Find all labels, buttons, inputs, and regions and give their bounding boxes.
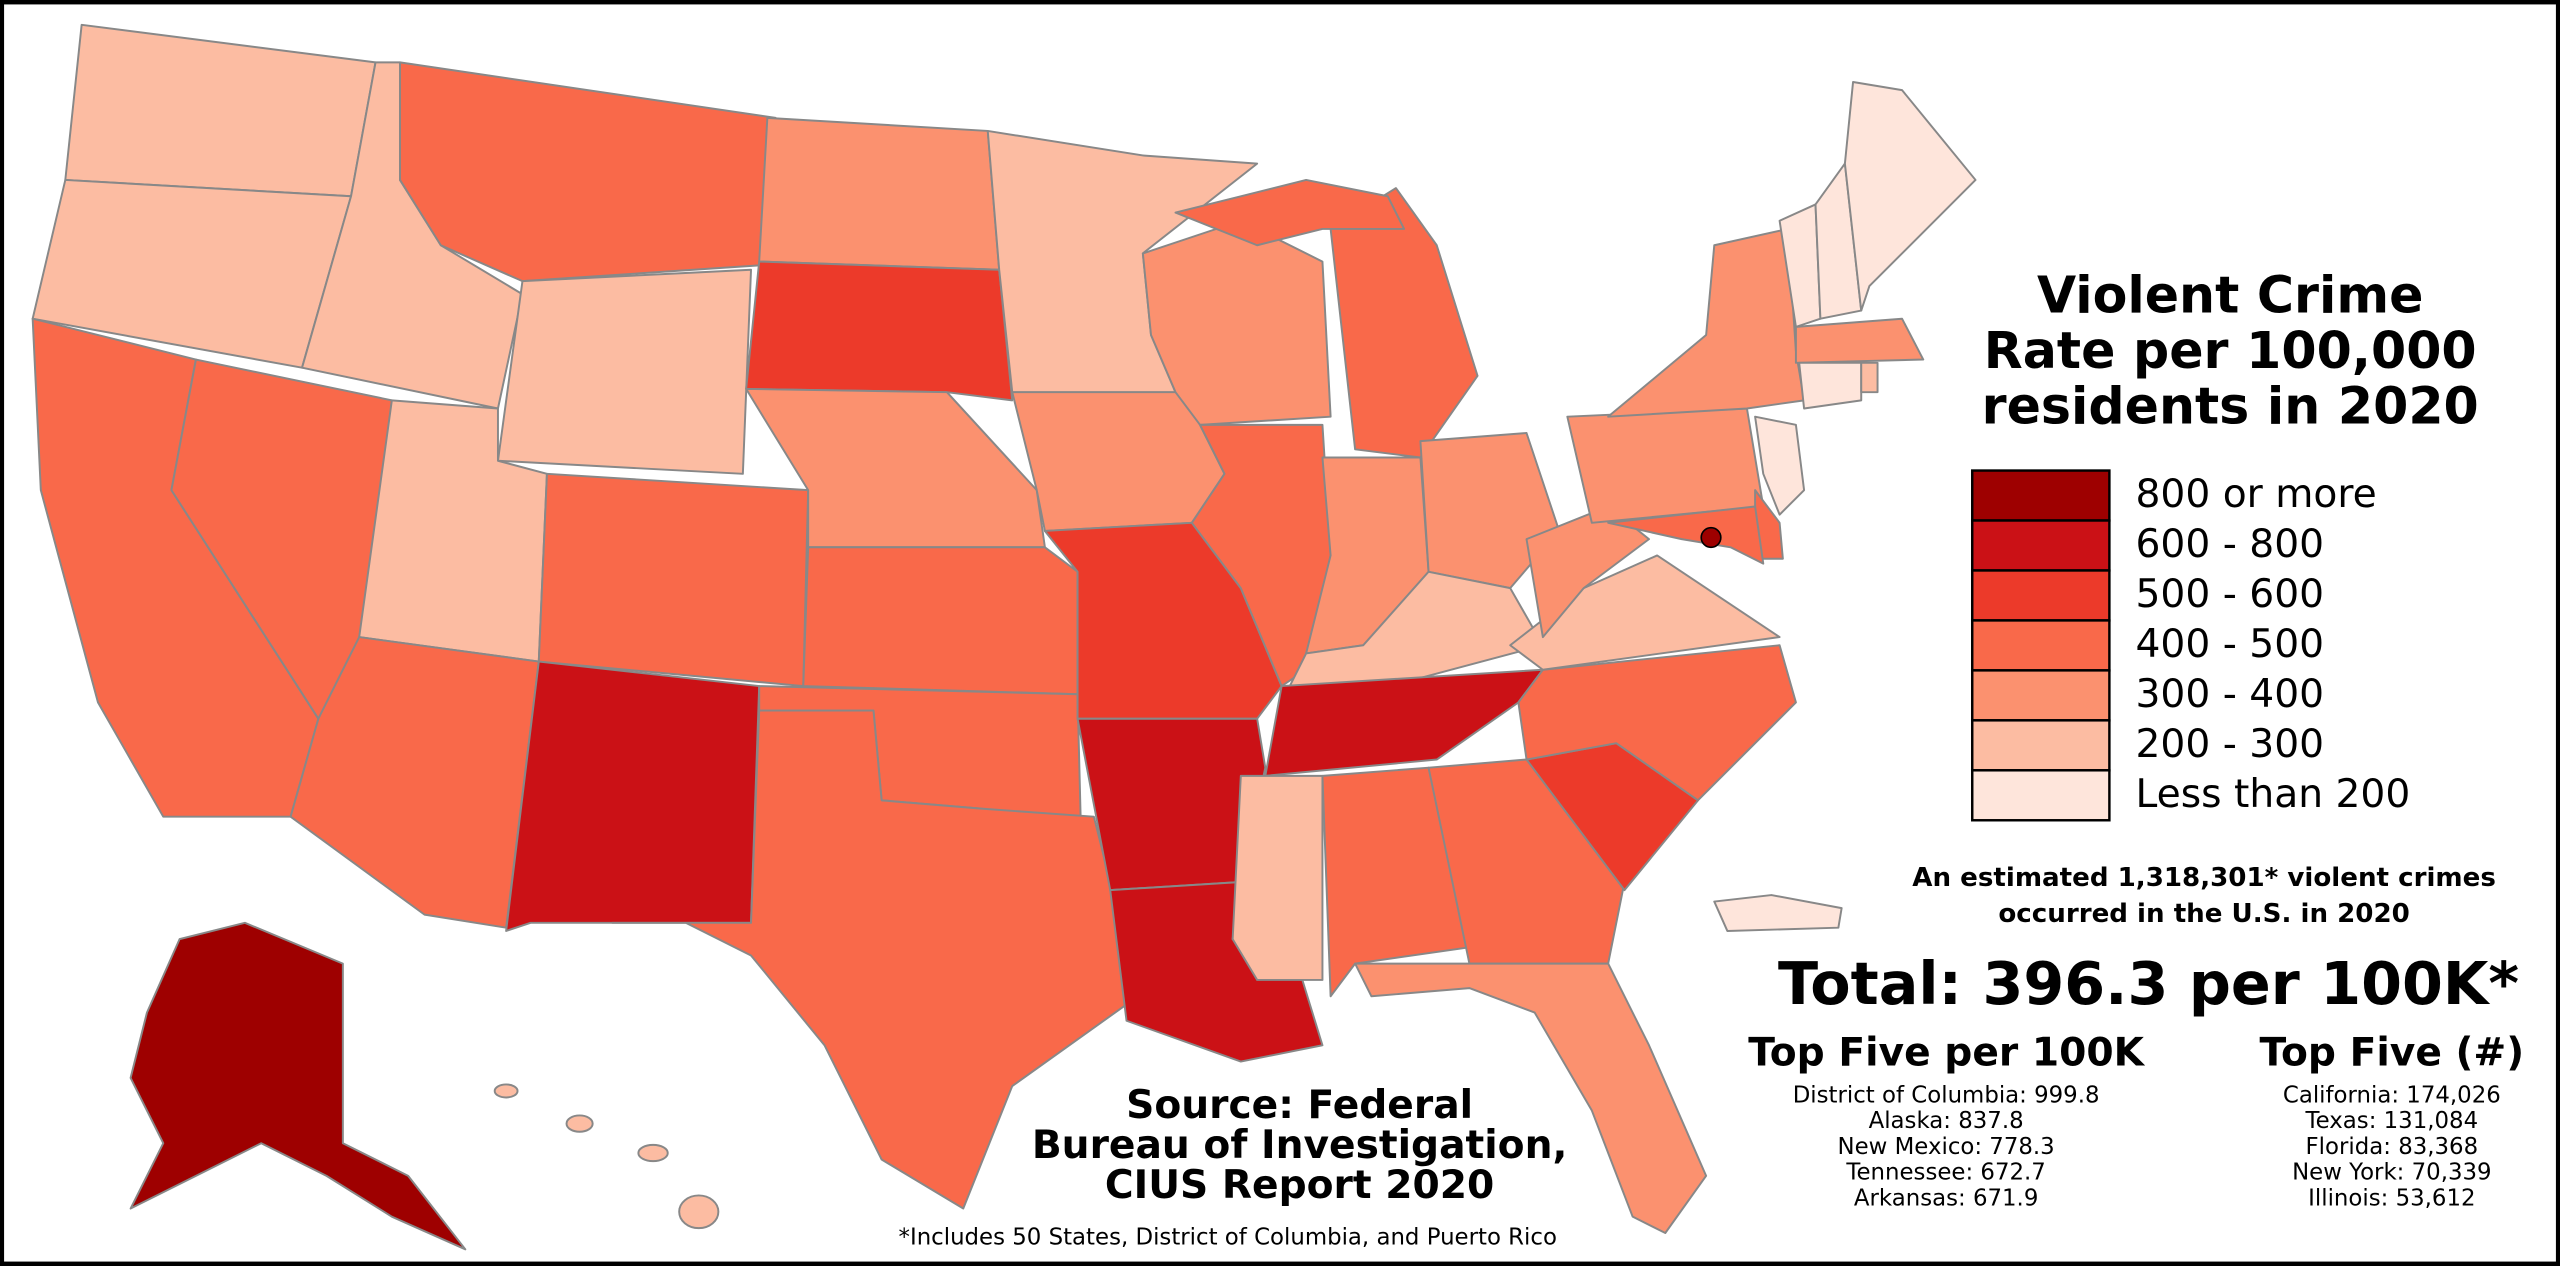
list-item: Florida: 83,368 [2306, 1134, 2479, 1160]
title: Rate per 100,000 [1984, 321, 2477, 380]
legend-label: 800 or more [2136, 472, 2377, 517]
legend-swatch [1971, 619, 2111, 672]
state [1321, 766, 1471, 998]
state [1843, 80, 1977, 312]
source: Source: Federal [1126, 1083, 1473, 1128]
legend-swatch [1971, 519, 2111, 572]
legend-label: 600 - 800 [2136, 522, 2325, 567]
state [129, 921, 467, 1251]
state [1329, 187, 1479, 459]
list-item: District of Columbia: 999.8 [1793, 1082, 2100, 1108]
state [758, 116, 1001, 271]
list-item: Illinois: 53,612 [2308, 1186, 2475, 1212]
state [802, 546, 1079, 696]
list-item: Texas: 131,084 [2305, 1108, 2479, 1134]
list-item: California: 174,026 [2283, 1082, 2501, 1108]
state [1517, 644, 1797, 802]
source: Bureau of Investigation, [1032, 1123, 1568, 1168]
state [678, 1194, 720, 1230]
list-item: Arkansas: 671.9 [1854, 1186, 2038, 1212]
note: occurred in the U.S. in 2020 [1998, 899, 2409, 929]
legend-swatch [1971, 769, 2111, 822]
legend-swatch [1971, 569, 2111, 622]
state [1700, 526, 1722, 549]
legend-swatch [1971, 719, 2111, 772]
title: Violent Crime [2037, 266, 2423, 325]
state [745, 260, 1014, 402]
list-item: New Mexico: 778.3 [1838, 1134, 2055, 1160]
state [565, 1114, 594, 1133]
footnote: *Includes 50 States, District of Columbi… [899, 1224, 1557, 1250]
legend-label: 200 - 300 [2136, 722, 2325, 767]
legend-label: 300 - 400 [2136, 672, 2325, 717]
state [1427, 758, 1626, 965]
legend-label: 400 - 500 [2136, 622, 2325, 667]
list-title: Top Five (#) [2260, 1031, 2525, 1076]
state [1566, 407, 1765, 524]
state [1798, 361, 1863, 410]
state [611, 709, 1128, 1210]
state [496, 268, 752, 475]
state [637, 1143, 669, 1163]
source: CIUS Report 2020 [1105, 1163, 1494, 1208]
state [1754, 415, 1806, 516]
state [1231, 774, 1324, 981]
legend-label: Less than 200 [2136, 772, 2411, 817]
state [1713, 894, 1843, 932]
state [1860, 361, 1879, 394]
state [537, 472, 810, 688]
state [1354, 962, 1708, 1234]
state [1607, 505, 1765, 565]
states [31, 23, 1977, 1251]
legend-label: 500 - 600 [2136, 572, 2325, 617]
list-item: Tennessee: 672.7 [1845, 1160, 2045, 1186]
state [1174, 178, 1406, 247]
state [505, 660, 761, 932]
state [493, 1083, 519, 1099]
list-item: Alaska: 837.8 [1869, 1108, 2024, 1134]
title: residents in 2020 [1982, 377, 2479, 436]
state [1264, 668, 1544, 777]
legend-swatch [1971, 669, 2111, 722]
legend-swatch [1971, 469, 2111, 522]
list-item: New York: 70,339 [2292, 1160, 2492, 1186]
state [1794, 317, 1925, 364]
total: Total: 396.3 per 100K* [1778, 949, 2519, 1018]
note: An estimated 1,318,301* violent crimes [1912, 863, 2496, 893]
list-title: Top Five per 100K [1748, 1031, 2145, 1076]
